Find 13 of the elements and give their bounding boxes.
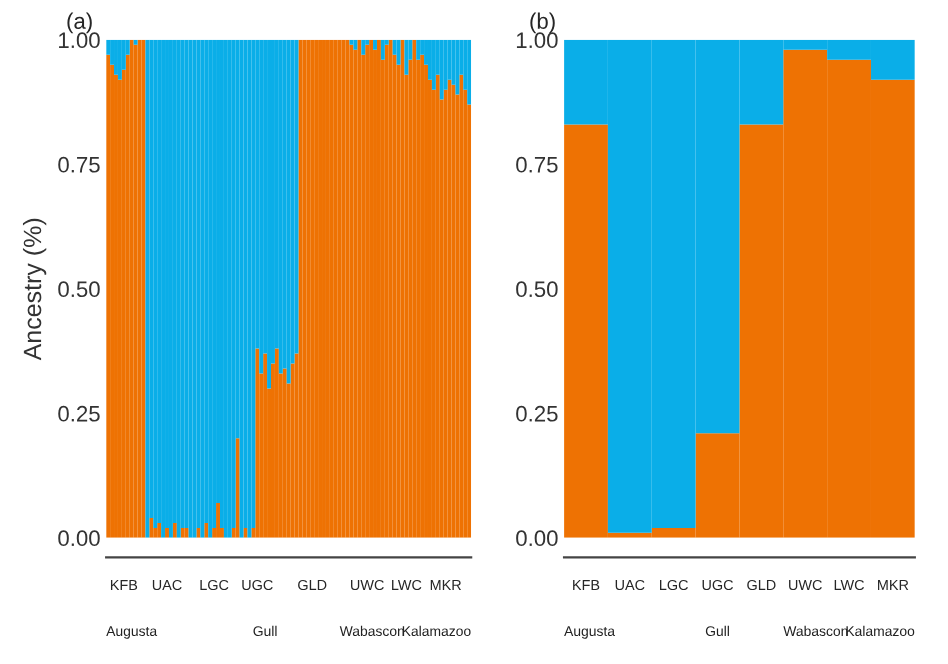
y-tick-label: 1.00	[516, 32, 558, 49]
y-tick-label: 0.75	[516, 156, 558, 173]
y-tick-label: 0.00	[516, 530, 558, 547]
y-tick-label: 0.25	[516, 405, 558, 422]
y-tick-label: 0.50	[516, 281, 558, 298]
y-tick-label: 1.00	[59, 32, 100, 49]
y-tick-label: 0.00	[58, 530, 100, 547]
chart-title: (b)	[530, 12, 555, 34]
y-tick-label: 0.50	[58, 281, 100, 298]
y-axis-title: Ancestry (%)	[22, 218, 47, 361]
chart-title: (a)	[67, 12, 92, 34]
y-tick-label: 0.75	[58, 156, 100, 173]
y-tick-label: 0.25	[58, 405, 100, 422]
